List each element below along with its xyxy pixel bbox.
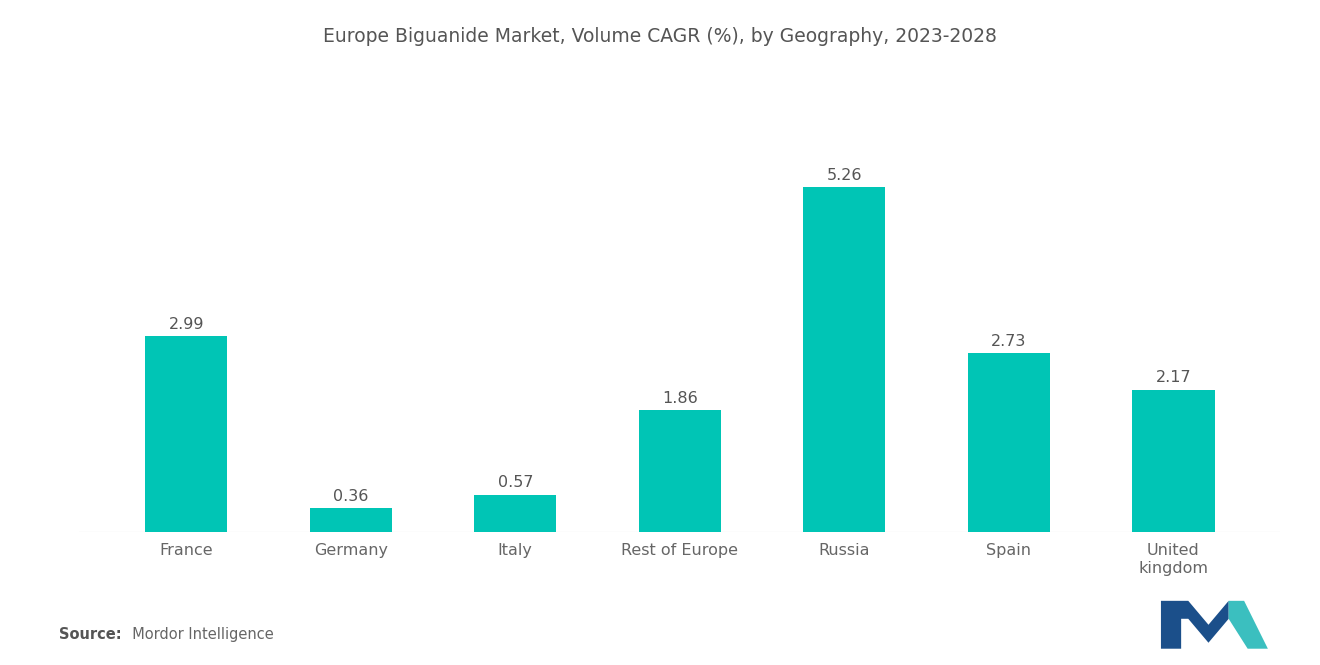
Text: Mordor Intelligence: Mordor Intelligence xyxy=(123,626,273,642)
Bar xyxy=(474,495,557,532)
Bar xyxy=(639,410,721,532)
Bar xyxy=(145,336,227,532)
Text: 0.36: 0.36 xyxy=(333,489,368,504)
Text: 2.73: 2.73 xyxy=(991,334,1027,348)
Bar xyxy=(310,509,392,532)
Bar xyxy=(803,188,886,532)
Text: 0.57: 0.57 xyxy=(498,475,533,490)
Text: Europe Biguanide Market, Volume CAGR (%), by Geography, 2023-2028: Europe Biguanide Market, Volume CAGR (%)… xyxy=(323,27,997,46)
Text: Source:: Source: xyxy=(59,626,121,642)
Bar xyxy=(1133,390,1214,532)
Bar xyxy=(968,353,1049,532)
Text: 1.86: 1.86 xyxy=(661,390,698,406)
Text: 2.99: 2.99 xyxy=(169,317,203,331)
Text: 2.17: 2.17 xyxy=(1155,370,1191,385)
Text: 5.26: 5.26 xyxy=(826,168,862,183)
